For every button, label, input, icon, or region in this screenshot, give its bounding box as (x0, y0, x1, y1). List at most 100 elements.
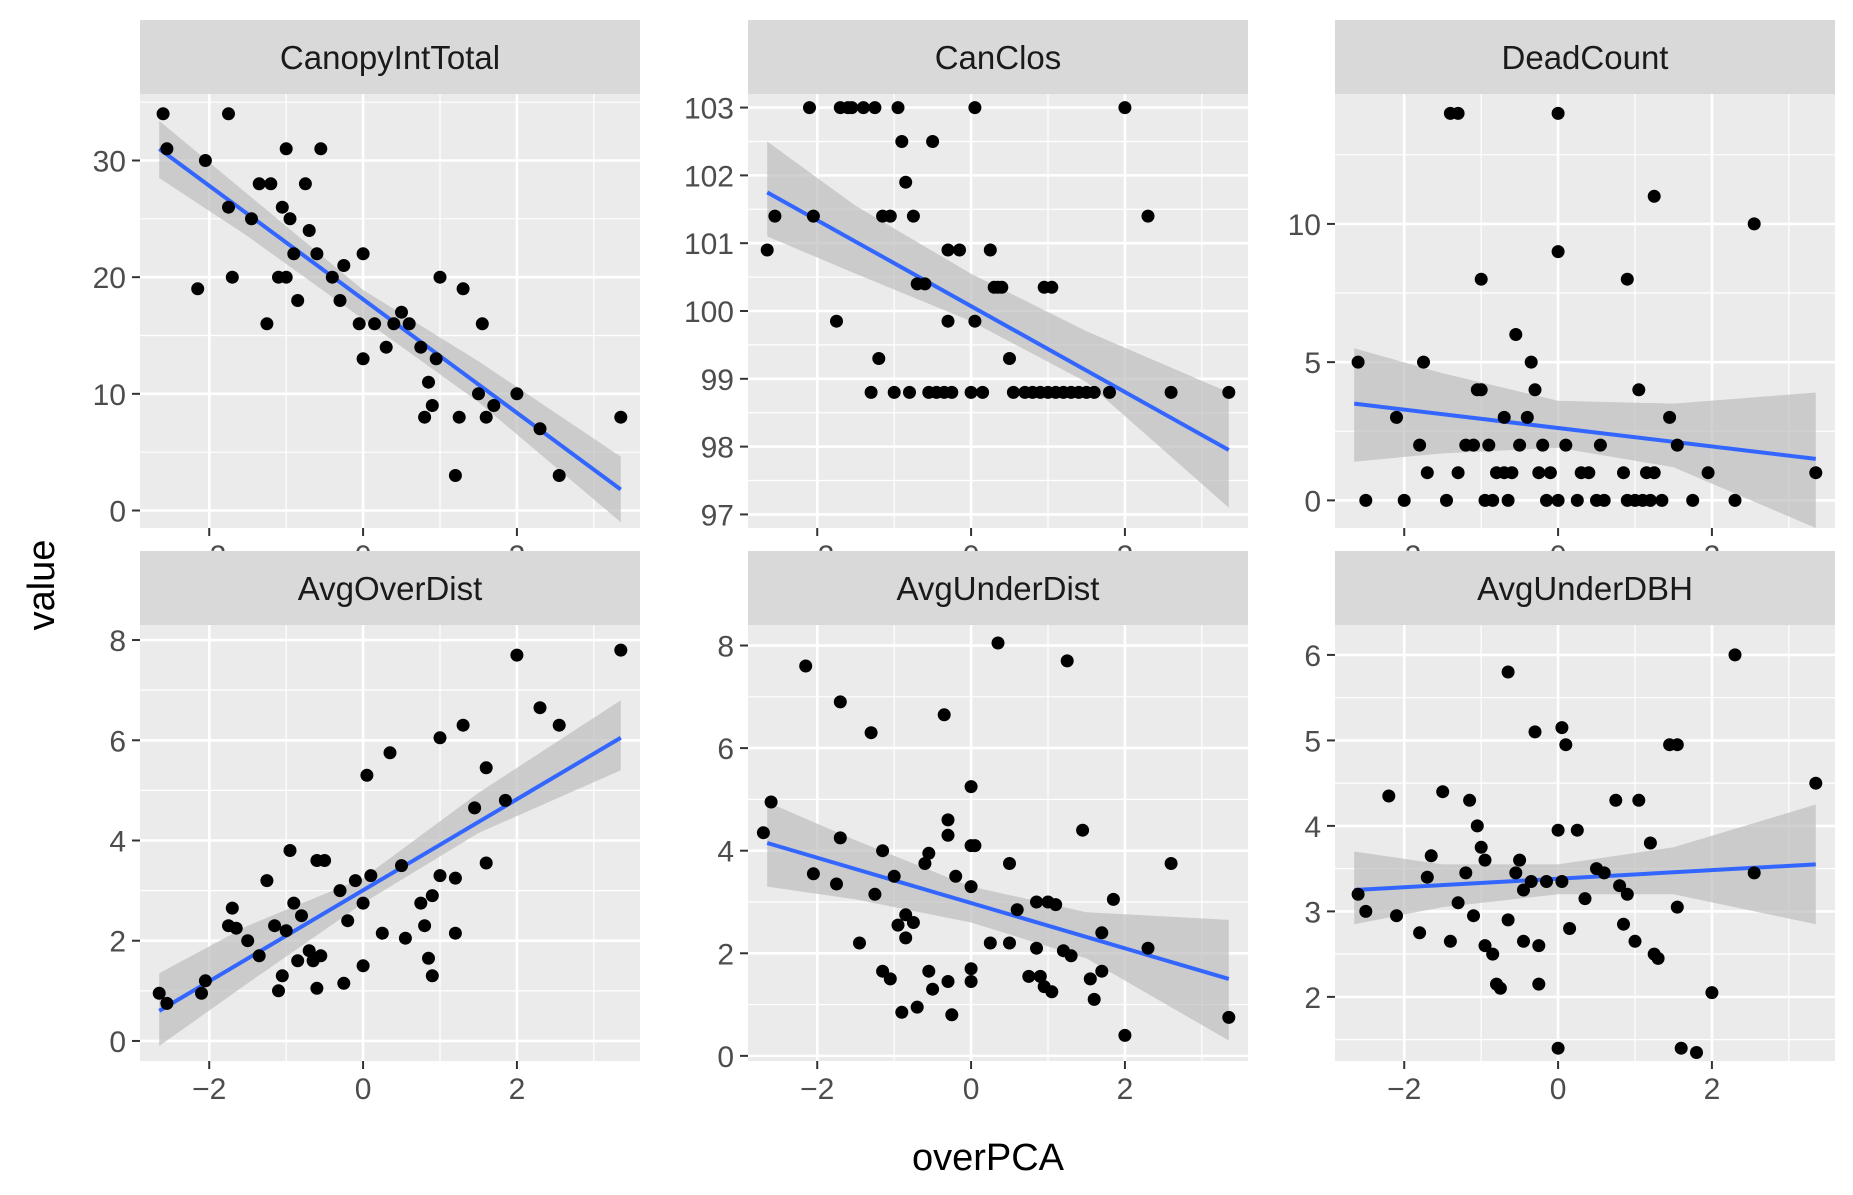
data-point (1670, 438, 1684, 452)
data-point (968, 314, 982, 328)
data-point (833, 695, 847, 709)
data-point (422, 375, 435, 389)
y-tick-label: 0 (1304, 485, 1321, 518)
data-point (1164, 857, 1178, 870)
data-point (1087, 385, 1101, 399)
data-point (279, 924, 293, 938)
data-point (337, 259, 351, 272)
data-point (479, 761, 493, 775)
data-point (337, 976, 351, 990)
facet-panel: AvgUnderDist 0 2 4 6 8 −2 0 2 (717, 551, 1248, 1106)
data-point (768, 209, 782, 223)
data-point (799, 659, 813, 673)
data-point (1049, 898, 1063, 912)
data-point (1064, 949, 1078, 963)
regression-line (1354, 862, 1816, 893)
y-axis-title: value (21, 540, 63, 631)
data-point (1451, 466, 1465, 480)
facet-strip (748, 20, 1248, 94)
data-point (1628, 934, 1642, 948)
data-point (448, 469, 462, 482)
data-point (398, 931, 412, 945)
y-tick-label: 4 (109, 825, 126, 858)
data-point (945, 385, 959, 399)
data-point (368, 317, 382, 331)
data-point (1103, 385, 1116, 399)
data-point (283, 212, 297, 226)
data-point (614, 643, 628, 657)
data-point (433, 869, 447, 883)
data-point (1643, 836, 1657, 850)
data-point (876, 844, 890, 858)
data-point (222, 107, 235, 121)
data-point (1809, 466, 1823, 480)
data-point (1501, 913, 1515, 927)
data-point (1570, 493, 1584, 507)
data-point (1559, 438, 1573, 452)
data-point (1463, 793, 1477, 807)
data-point (1222, 1010, 1236, 1024)
data-point (1045, 985, 1059, 999)
data-point (425, 399, 439, 412)
data-point (425, 969, 439, 983)
y-tick-label: 10 (1288, 209, 1321, 242)
data-point (1617, 917, 1630, 931)
data-point (891, 101, 905, 115)
regression-line (158, 736, 622, 1013)
facet-strip-label: CanClos (935, 39, 1062, 76)
data-point (1532, 977, 1546, 991)
data-point (1351, 355, 1365, 369)
y-tick-label: 20 (93, 262, 126, 295)
data-point (364, 869, 378, 883)
y-tick-label: 6 (109, 725, 126, 758)
data-point (1424, 849, 1438, 863)
data-point (1670, 738, 1684, 752)
data-point (830, 314, 843, 328)
confidence-band (1354, 804, 1816, 925)
data-point (1809, 776, 1823, 790)
y-tick-label: 97 (701, 499, 734, 532)
data-point (1520, 410, 1534, 424)
data-point (264, 177, 278, 191)
confidence-band (767, 141, 1229, 508)
data-point (830, 877, 843, 891)
data-point (414, 896, 428, 910)
data-point (356, 959, 370, 973)
data-point (1497, 410, 1511, 424)
data-point (268, 919, 282, 933)
data-point (225, 901, 239, 915)
data-point (475, 317, 489, 331)
data-point (198, 974, 212, 988)
data-point (1076, 823, 1090, 837)
data-point (1003, 352, 1016, 365)
data-point (910, 1000, 924, 1014)
data-point (864, 385, 878, 399)
data-point (1095, 926, 1109, 940)
y-tick-label: 5 (1304, 347, 1321, 380)
data-point (1359, 493, 1373, 507)
data-point (425, 889, 439, 903)
data-point (872, 352, 886, 365)
data-point (1474, 383, 1488, 397)
data-point (864, 726, 878, 740)
data-point (152, 986, 166, 1000)
data-point (1690, 1046, 1703, 1059)
data-point (275, 969, 289, 983)
y-tick-label: 2 (109, 926, 126, 959)
data-point (1470, 819, 1484, 833)
data-point (295, 909, 308, 923)
regression-line (766, 190, 1230, 452)
data-point (302, 224, 316, 237)
data-point (1083, 972, 1097, 986)
data-point (1006, 385, 1020, 399)
y-tick-label: 2 (1304, 982, 1321, 1015)
data-point (1033, 969, 1047, 983)
data-point (991, 636, 1005, 650)
y-tick-label: 8 (109, 625, 126, 658)
data-point (191, 282, 205, 296)
data-point (1540, 875, 1553, 888)
data-point (964, 975, 978, 988)
data-point (1382, 789, 1396, 803)
data-point (918, 857, 932, 870)
